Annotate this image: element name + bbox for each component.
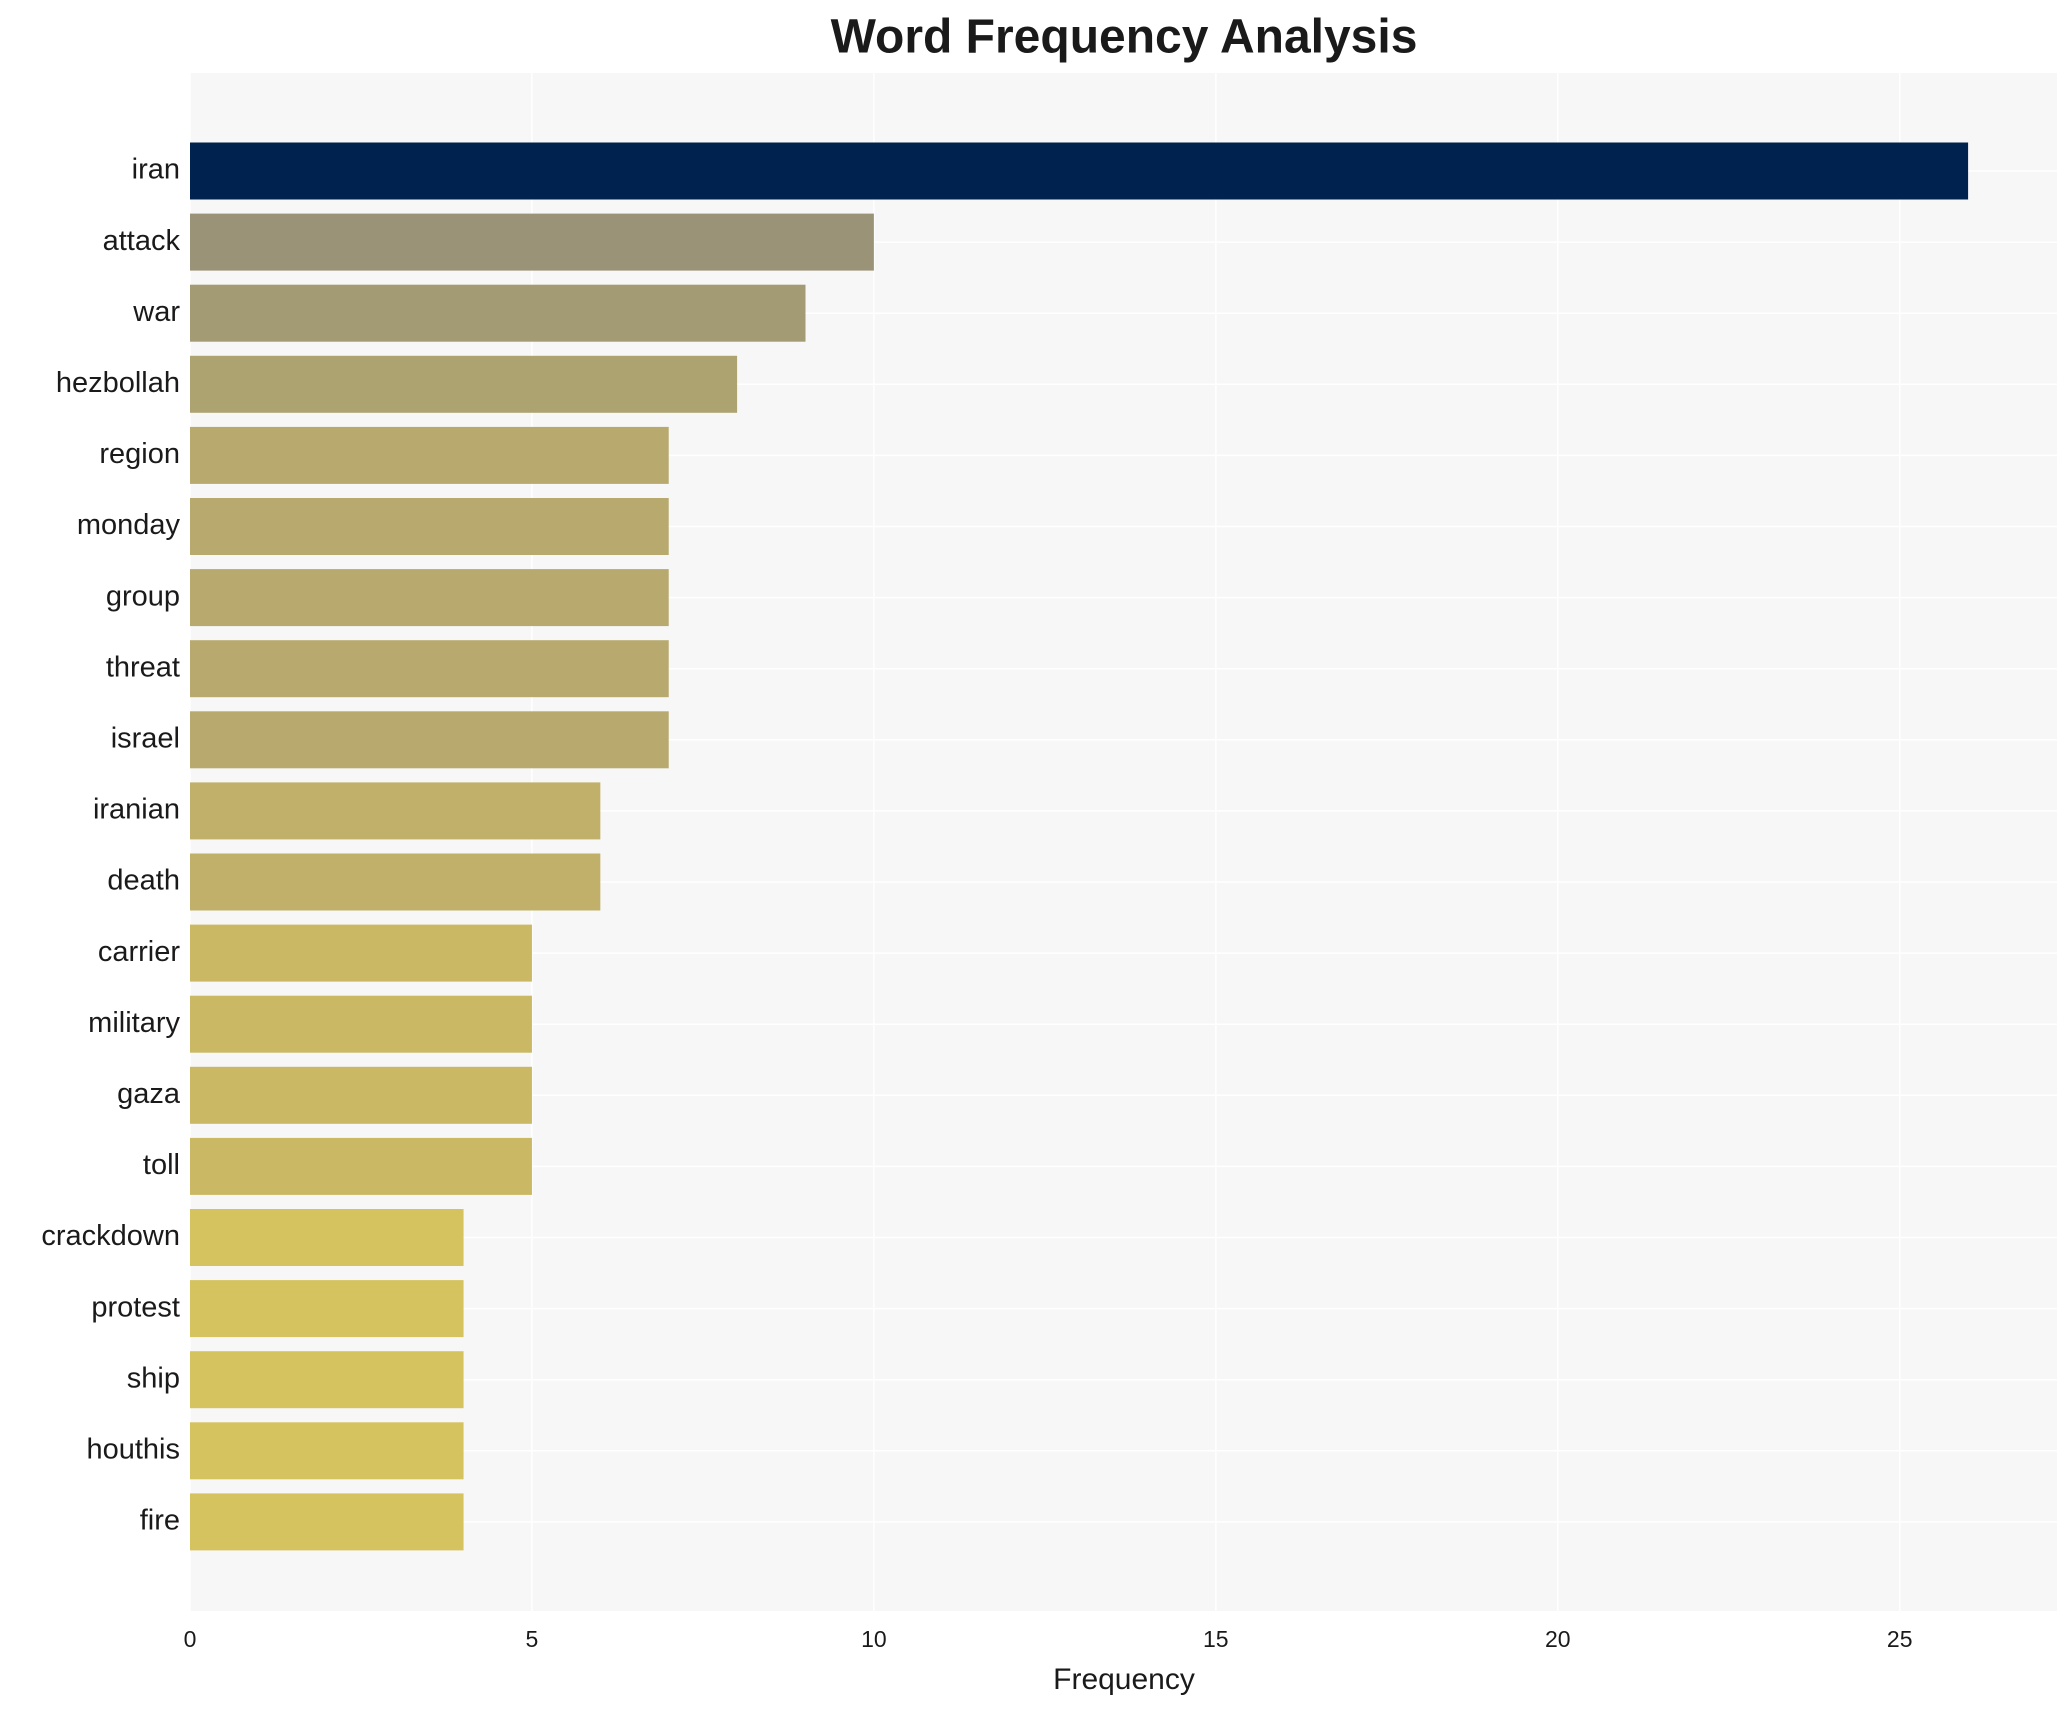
x-tick-label: 20: [1545, 1626, 1571, 1652]
y-tick-label: iranian: [93, 794, 180, 826]
bar: [190, 640, 669, 698]
bar: [190, 1066, 532, 1124]
bar: [190, 1209, 464, 1266]
y-tick-label: group: [106, 580, 180, 612]
bar: [190, 569, 669, 627]
y-tick-label: iran: [132, 154, 180, 186]
y-tick-label: death: [107, 865, 180, 897]
y-tick-label: fire: [140, 1505, 180, 1537]
y-tick-label: toll: [143, 1149, 180, 1181]
bar: [190, 142, 1969, 200]
bar: [190, 1351, 464, 1409]
y-tick-label: gaza: [117, 1078, 181, 1110]
y-tick-label: hezbollah: [56, 367, 180, 399]
bar: [190, 782, 601, 840]
bar: [190, 355, 738, 413]
bar: [190, 498, 669, 555]
y-tick-label: ship: [127, 1362, 180, 1394]
x-tick-label: 5: [526, 1626, 539, 1652]
y-tick-label: attack: [103, 225, 181, 257]
y-tick-label: monday: [77, 509, 181, 541]
bar: [190, 924, 532, 982]
y-tick-label: region: [99, 438, 180, 470]
y-tick-label: carrier: [98, 936, 181, 968]
y-tick-label: war: [132, 296, 180, 328]
x-tick-label: 10: [861, 1626, 887, 1652]
x-tick-label: 0: [184, 1626, 197, 1652]
bar: [190, 213, 874, 271]
y-tick-label: crackdown: [41, 1220, 180, 1252]
bar: [190, 853, 601, 911]
bar: [190, 284, 806, 342]
x-tick-label: 25: [1887, 1626, 1913, 1652]
bar: [190, 995, 532, 1053]
bar: [190, 1493, 464, 1551]
bar: [190, 426, 669, 484]
bar: [190, 1137, 532, 1195]
y-tick-label: threat: [106, 651, 180, 683]
chart-title: Word Frequency Analysis: [831, 11, 1418, 64]
x-axis-label: Frequency: [1053, 1663, 1195, 1696]
y-tick-label: military: [88, 1007, 180, 1039]
bar: [190, 1280, 464, 1338]
y-tick-label: israel: [111, 722, 180, 754]
x-tick-label: 15: [1203, 1626, 1229, 1652]
bar: [190, 1422, 464, 1480]
y-tick-label: protest: [91, 1291, 180, 1323]
y-tick-label: houthis: [86, 1433, 180, 1465]
bar: [190, 711, 669, 769]
